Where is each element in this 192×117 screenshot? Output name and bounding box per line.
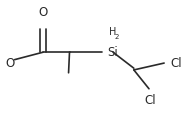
Text: 2: 2 xyxy=(114,34,119,40)
Text: Si: Si xyxy=(108,46,118,59)
Text: H: H xyxy=(109,27,116,37)
Text: Cl: Cl xyxy=(144,95,156,108)
Text: O: O xyxy=(5,57,15,70)
Text: Cl: Cl xyxy=(171,57,182,70)
Text: O: O xyxy=(38,6,48,19)
